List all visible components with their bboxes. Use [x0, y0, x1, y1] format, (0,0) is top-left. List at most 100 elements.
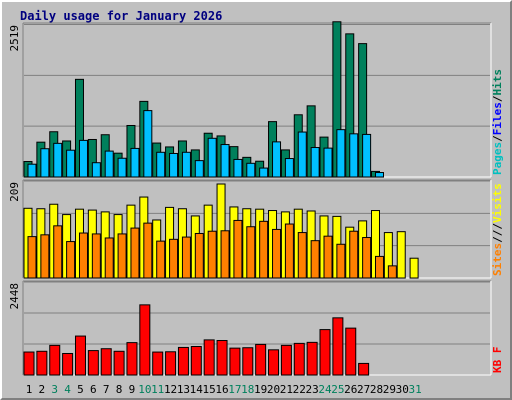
panel-visits-sites-legend: Sites///Visits — [491, 183, 504, 276]
bar-files-day-20 — [272, 141, 282, 178]
bar-files-day-1 — [27, 163, 37, 178]
bar-files-day-28 — [374, 172, 384, 178]
bar-files-day-8 — [117, 157, 127, 178]
day-label-13: 13 — [177, 383, 190, 396]
day-label-9: 9 — [129, 383, 136, 396]
bar-kbytes-day-27 — [358, 362, 370, 376]
bar-sites-day-4 — [66, 241, 76, 279]
bar-kbytes-day-18 — [242, 347, 254, 376]
bar-files-day-24 — [323, 147, 333, 178]
day-label-8: 8 — [116, 383, 123, 396]
bar-files-day-9 — [130, 147, 140, 178]
bar-sites-day-17 — [233, 219, 243, 279]
bar-kbytes-day-26 — [345, 327, 357, 376]
bar-files-day-22 — [297, 131, 307, 178]
bar-files-day-6 — [91, 162, 101, 178]
legend-separator: / — [491, 95, 504, 102]
legend-separator: / — [491, 135, 504, 142]
bar-sites-day-22 — [297, 232, 307, 279]
day-label-25: 25 — [331, 383, 344, 396]
bar-files-day-7 — [104, 150, 114, 178]
day-label-2: 2 — [39, 383, 46, 396]
day-label-29: 29 — [383, 383, 396, 396]
day-label-22: 22 — [293, 383, 306, 396]
bar-sites-day-19 — [259, 220, 269, 279]
bar-kbytes-day-1 — [23, 351, 35, 376]
legend-visits: Visits — [491, 183, 504, 223]
bar-sites-day-16 — [220, 230, 230, 279]
day-label-21: 21 — [280, 383, 293, 396]
bar-files-day-13 — [181, 151, 191, 178]
bar-sites-day-25 — [336, 243, 346, 279]
bar-files-day-15 — [207, 137, 217, 178]
bar-visits-day-31 — [409, 257, 419, 279]
day-label-1: 1 — [26, 383, 33, 396]
bar-kbytes-day-17 — [229, 347, 241, 376]
bar-files-day-2 — [40, 148, 50, 178]
bar-kbytes-day-19 — [255, 343, 267, 376]
bar-files-day-23 — [310, 147, 320, 178]
day-label-31: 31 — [408, 383, 421, 396]
day-label-14: 14 — [190, 383, 204, 396]
day-label-28: 28 — [370, 383, 383, 396]
bar-kbytes-day-16 — [216, 340, 228, 376]
bar-files-day-3 — [53, 142, 63, 178]
day-label-27: 27 — [357, 383, 370, 396]
panel-hits-files-pages-legend: Pages/Files/Hits — [491, 69, 504, 175]
bar-sites-day-11 — [156, 240, 166, 279]
bar-files-day-10 — [143, 110, 153, 178]
bar-kbytes-day-5 — [74, 335, 86, 376]
day-label-10: 10 — [138, 383, 151, 396]
bar-sites-day-5 — [78, 232, 88, 279]
bar-kbytes-day-2 — [36, 350, 48, 376]
day-label-24: 24 — [318, 383, 332, 396]
bar-kbytes-day-15 — [203, 339, 215, 376]
bar-kbytes-day-22 — [293, 342, 305, 376]
day-label-6: 6 — [90, 383, 97, 396]
bar-files-day-26 — [349, 133, 359, 178]
bar-sites-day-23 — [310, 240, 320, 279]
bar-kbytes-day-23 — [306, 341, 318, 376]
legend-sites: Sites — [491, 243, 504, 276]
legend-files: Files — [491, 102, 504, 135]
bar-kbytes-day-11 — [152, 351, 164, 376]
day-label-20: 20 — [267, 383, 280, 396]
legend-separator: / — [491, 236, 504, 243]
bar-files-day-12 — [169, 152, 179, 178]
legend-pages: Pages — [491, 142, 504, 175]
bar-kbytes-day-25 — [332, 317, 344, 376]
bar-sites-day-14 — [194, 232, 204, 279]
bar-sites-day-29 — [387, 265, 397, 279]
bar-sites-day-26 — [349, 230, 359, 279]
day-label-12: 12 — [164, 383, 177, 396]
day-label-19: 19 — [254, 383, 267, 396]
bar-visits-day-30 — [396, 231, 406, 279]
bar-sites-day-2 — [40, 234, 50, 279]
bar-sites-day-21 — [284, 223, 294, 279]
bar-sites-day-9 — [130, 227, 140, 279]
day-label-30: 30 — [396, 383, 409, 396]
bar-sites-day-10 — [143, 222, 153, 279]
bar-sites-day-20 — [272, 228, 282, 279]
day-label-5: 5 — [77, 383, 84, 396]
bar-sites-day-8 — [117, 233, 127, 279]
bar-kbytes-day-14 — [190, 346, 202, 376]
bar-files-day-11 — [156, 151, 166, 178]
bar-sites-day-27 — [362, 237, 372, 279]
bar-files-day-17 — [233, 158, 243, 178]
panel-max-label: 2448 — [8, 283, 21, 310]
panel-max-label: 2519 — [8, 25, 21, 52]
bar-sites-day-13 — [181, 236, 191, 279]
day-label-23: 23 — [306, 383, 319, 396]
bar-files-day-27 — [362, 133, 372, 178]
bar-files-day-19 — [259, 167, 269, 178]
bar-sites-day-15 — [207, 230, 217, 279]
bar-files-day-21 — [284, 158, 294, 178]
bar-files-day-5 — [78, 139, 88, 178]
bar-files-day-4 — [66, 149, 76, 178]
bar-files-day-14 — [194, 160, 204, 178]
bar-kbytes-day-21 — [280, 344, 292, 376]
bar-sites-day-3 — [53, 225, 63, 279]
bar-kbytes-day-20 — [268, 349, 280, 376]
